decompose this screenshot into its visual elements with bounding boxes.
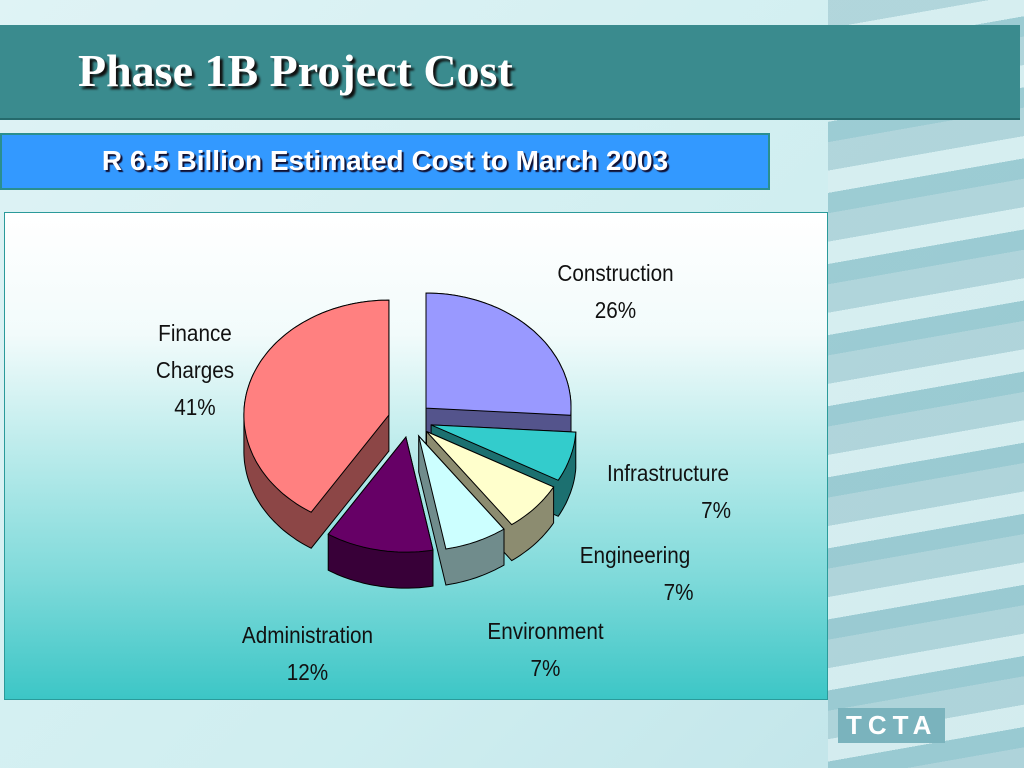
decoration [828,0,1024,768]
value-label: 12% [286,659,329,685]
category-label: Engineering [579,542,691,568]
header-band [0,25,1020,120]
slice-label: Administration 12% [238,617,378,691]
slice-label: Infrastructure 7% [605,455,731,529]
title: Phase 1B Project Cost [78,45,513,96]
value-label: 41% [174,394,216,420]
slice [430,424,577,481]
subtitle-box: R 6.5 Billion Estimated Cost to March 20… [0,133,770,190]
subtitle: R 6.5 Billion Estimated Cost to March 20… [101,145,669,176]
slice-label: Finance Charges 41% [146,315,245,426]
value-label: 7% [701,497,731,523]
slice [425,292,572,416]
category-label: Environment [487,618,604,644]
slice-label: Environment 7% [485,613,607,687]
category-label: Infrastructure [607,460,729,486]
logo: TCTA [838,708,946,743]
value-label: 7% [530,655,561,681]
chart-area [4,212,828,700]
category-label: Administration [241,622,374,648]
value-label: 26% [594,297,637,323]
slice [417,434,505,550]
category-label: Finance Charges [155,320,235,383]
slice-label: Engineering 7% [577,537,694,611]
slice-label: Construction 26% [555,255,677,329]
value-label: 7% [663,579,694,605]
category-label: Construction [557,260,674,286]
slice [327,435,434,553]
slice [426,431,555,526]
slice [243,299,390,513]
